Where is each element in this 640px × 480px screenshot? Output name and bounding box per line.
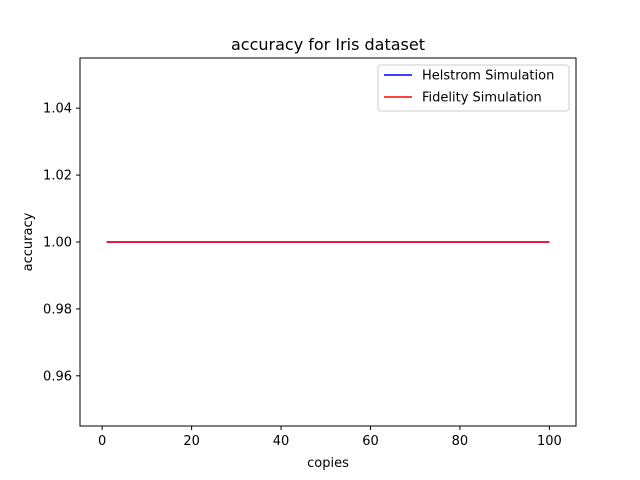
x-tick-label: 40: [273, 434, 290, 449]
x-axis-ticks: 0 20 40 60 80 100: [98, 426, 562, 449]
y-tick-label: 1.00: [43, 236, 72, 251]
x-tick-label: 80: [452, 434, 469, 449]
x-axis-label: copies: [307, 456, 349, 471]
legend-box: [377, 64, 570, 112]
y-tick-label: 0.98: [43, 302, 72, 317]
x-tick-label: 60: [362, 434, 379, 449]
y-axis-label: accuracy: [21, 212, 36, 271]
y-axis-ticks: 0.96 0.98 1.00 1.02 1.04: [43, 102, 80, 384]
legend-label-2: Fidelity Simulation: [422, 91, 542, 106]
x-tick-label: 20: [183, 434, 200, 449]
y-tick-label: 1.02: [43, 169, 72, 184]
chart-title: accuracy for Iris dataset: [231, 35, 425, 54]
legend-label-1: Helstrom Simulation: [422, 69, 554, 84]
x-tick-label: 0: [98, 434, 106, 449]
y-tick-label: 0.96: [43, 369, 72, 384]
x-tick-label: 100: [537, 434, 562, 449]
y-tick-label: 1.04: [43, 102, 72, 117]
legend: Helstrom Simulation Fidelity Simulation: [377, 64, 570, 112]
